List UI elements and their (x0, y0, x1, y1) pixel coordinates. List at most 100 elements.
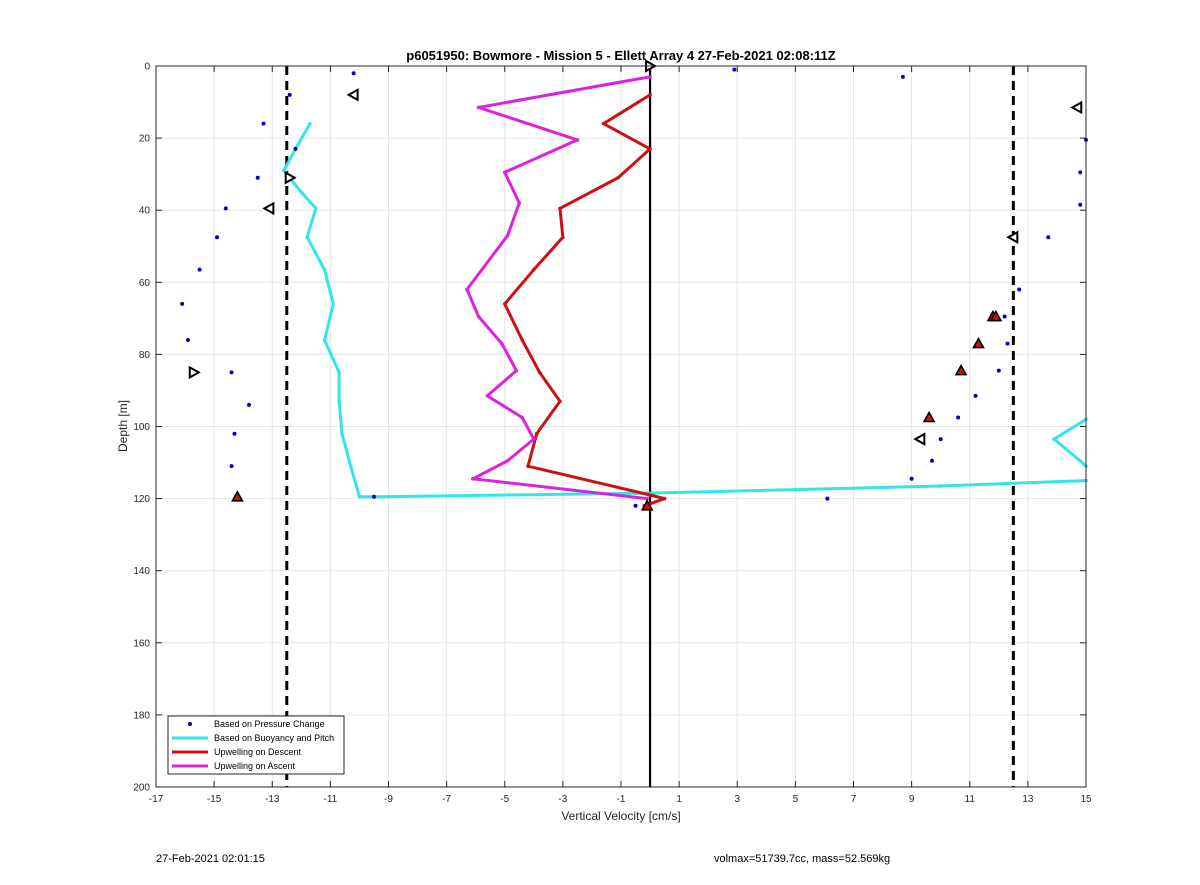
series-point (305, 235, 309, 240)
pressure-change-point (973, 393, 978, 398)
x-tick-label: 1 (676, 794, 682, 805)
pressure-change-point (996, 368, 1001, 373)
legend-label: Upwelling on Descent (214, 747, 302, 757)
pressure-change-point (223, 206, 228, 211)
x-tick-label: 15 (1080, 794, 1092, 805)
series-point (616, 175, 620, 180)
series-line (503, 93, 667, 508)
series-point (500, 341, 504, 346)
pressure-change-point (185, 337, 190, 342)
pressure-change-point (247, 402, 251, 407)
x-tick-label: 5 (793, 794, 799, 805)
legend-box (167, 715, 345, 775)
series-point (601, 121, 606, 126)
triangle-marker (346, 88, 359, 102)
series-point (505, 233, 510, 238)
pressure-change-point (293, 146, 298, 151)
x-tick-label: -17 (149, 794, 164, 805)
x-tick-label: 13 (1022, 794, 1034, 805)
x-tick-label: 9 (909, 794, 915, 805)
legend-swatch (188, 722, 192, 726)
pressure-change-point (371, 494, 376, 499)
pressure-change-point (1046, 235, 1051, 240)
series-point (526, 464, 530, 468)
reference-lines (285, 66, 1015, 787)
series-point (1052, 437, 1056, 441)
pressure-change-point (909, 476, 914, 481)
series-point (517, 201, 522, 205)
y-tick-label: 140 (133, 566, 150, 577)
pressure-change-point (215, 235, 220, 240)
series-point (322, 267, 327, 272)
x-axis: -17 -15 -13 -11 -9 -7 -5 -3 -1 1 3 5 7 9 11 13 15 (149, 66, 1092, 805)
descent-marker (972, 336, 985, 349)
series-point (537, 370, 542, 375)
series-point (662, 496, 667, 501)
series-point (534, 431, 539, 436)
series-point (520, 415, 524, 420)
series-point (485, 394, 490, 398)
y-tick-label: 20 (139, 134, 151, 145)
series-point (314, 206, 318, 211)
series-point (502, 302, 507, 306)
triangle-marker (188, 365, 201, 380)
series-point (348, 464, 353, 468)
series-point (561, 235, 565, 240)
triangle-marker (1070, 100, 1083, 115)
legend: Based on Pressure Change Based on Buoyanc… (167, 715, 345, 775)
pressure-change-point (956, 415, 961, 420)
y-tick-label: 180 (133, 710, 150, 721)
y-tick-label: 200 (133, 783, 150, 794)
legend-label: Based on Buoyancy and Pitch (214, 733, 334, 743)
series-point (532, 437, 536, 441)
pressure-change-point (1078, 170, 1083, 175)
y-tick-label: 80 (139, 350, 151, 361)
series-point (938, 484, 943, 488)
series-point (505, 458, 510, 463)
series-point (357, 494, 362, 499)
chart-title: p6051950: Bowmore - Mission 5 - Ellett A… (406, 48, 835, 63)
x-tick-label: 3 (734, 794, 740, 805)
series-point (331, 302, 336, 306)
descent-marker (231, 490, 244, 502)
x-tick-label: -7 (442, 794, 451, 805)
footer-timestamp: 27-Feb-2021 02:01:15 (156, 853, 265, 865)
series-point (308, 121, 312, 126)
x-axis-title: Vertical Velocity [cm/s] (561, 809, 680, 823)
series-point (299, 190, 304, 194)
x-tick-label: -9 (384, 794, 393, 805)
pressure-change-point (1017, 287, 1022, 292)
series-point (337, 399, 341, 404)
pressure-change-point (938, 437, 943, 442)
series-point (575, 138, 580, 142)
series-point (502, 170, 507, 175)
pressure-change-point (197, 267, 202, 272)
series-point (558, 206, 562, 211)
series-point (648, 493, 652, 497)
series-point (558, 399, 562, 404)
pressure-change-point (732, 67, 737, 72)
y-axis-title: Depth [m] (116, 400, 130, 452)
descent-marker (989, 309, 1003, 322)
triangle-marker (1006, 230, 1019, 244)
series-line (1052, 418, 1088, 468)
triangle-marker (262, 201, 275, 216)
series-point (470, 476, 475, 481)
pressure-change-point (825, 496, 830, 501)
pressure-change-point (229, 370, 234, 375)
series-point (337, 370, 341, 375)
pressure-change-point (229, 464, 234, 469)
x-tick-label: -13 (265, 794, 280, 805)
series-point (520, 338, 524, 342)
pressure-change-point (1002, 314, 1007, 319)
series-point (322, 338, 327, 342)
legend-label: Upwelling on Ascent (214, 761, 296, 771)
pressure-change-point (255, 175, 260, 180)
series-point (532, 267, 536, 272)
series-point (514, 368, 519, 373)
legend-label: Based on Pressure Change (214, 719, 325, 729)
series-point (793, 487, 798, 492)
x-tick-label: -3 (558, 794, 567, 805)
pressure-change-point (1078, 202, 1083, 207)
series-point (648, 93, 652, 97)
